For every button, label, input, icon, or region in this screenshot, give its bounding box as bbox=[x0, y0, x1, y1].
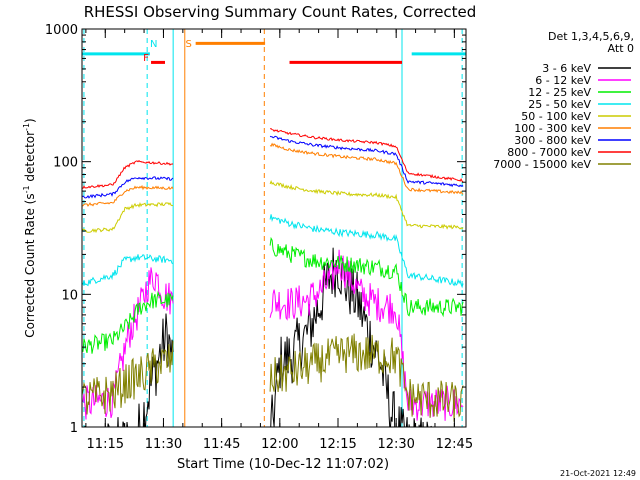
series-line bbox=[270, 247, 432, 427]
x-tick-label: 12:45 bbox=[436, 437, 473, 452]
x-tick-label: 12:30 bbox=[377, 437, 414, 452]
legend-entry-label: 7000 - 15000 keV bbox=[493, 158, 591, 171]
series-line bbox=[82, 201, 174, 234]
x-tick-label: 12:15 bbox=[319, 437, 356, 452]
x-tick-label: 11:45 bbox=[203, 437, 240, 452]
legend-entry-label: 3 - 6 keV bbox=[542, 62, 591, 75]
flag-label: F bbox=[143, 53, 149, 64]
x-tick-label: 12:00 bbox=[261, 437, 298, 452]
y-tick-label: 1000 bbox=[45, 23, 78, 38]
legend-header-line1: Det 1,3,4,5,6,9, bbox=[548, 30, 634, 43]
flag-label: S bbox=[185, 39, 191, 50]
legend-entry-label: 12 - 25 keV bbox=[528, 86, 591, 99]
series-line bbox=[84, 313, 174, 427]
series-line bbox=[82, 254, 174, 287]
series-line bbox=[82, 267, 174, 420]
series-line bbox=[82, 184, 174, 207]
series-line bbox=[269, 333, 464, 422]
legend-header-line2: Att 0 bbox=[608, 42, 634, 55]
y-tick-label: 1 bbox=[70, 421, 78, 436]
x-tick-label: 11:15 bbox=[87, 437, 124, 452]
series-line bbox=[82, 160, 174, 189]
chart-title: RHESSI Observing Summary Count Rates, Co… bbox=[84, 3, 477, 21]
y-tick-label: 10 bbox=[61, 288, 78, 303]
series-line bbox=[82, 176, 174, 199]
axes: 1 10 100 1000 11:15 11:30 11:45 12:00 12:15 12:30… bbox=[45, 23, 473, 452]
legend-entry-label: 100 - 300 keV bbox=[514, 122, 591, 135]
series-line bbox=[269, 214, 464, 289]
y-tick-label: 100 bbox=[53, 156, 78, 171]
series-line bbox=[82, 340, 174, 415]
plot-frame bbox=[81, 28, 467, 428]
series-line bbox=[269, 135, 464, 188]
y-axis-label: Corrected Count Rate (s-1 detector-1) bbox=[22, 118, 37, 337]
flag-label: N bbox=[150, 39, 157, 50]
legend-entry-label: 300 - 800 keV bbox=[514, 134, 591, 147]
x-tick-label: 11:30 bbox=[145, 437, 182, 452]
footer-date: 21-Oct-2021 12:49 bbox=[560, 469, 636, 478]
series-line bbox=[269, 180, 464, 230]
plot-area: NF S bbox=[82, 29, 466, 427]
legend-entry-label: 50 - 100 keV bbox=[521, 110, 591, 123]
series-line bbox=[270, 128, 464, 182]
series-line bbox=[269, 249, 464, 421]
legend-entry-label: 800 - 7000 keV bbox=[507, 146, 591, 159]
series-line bbox=[269, 142, 464, 195]
legend-entry-label: 25 - 50 keV bbox=[528, 98, 591, 111]
series-line bbox=[82, 290, 174, 354]
series-line bbox=[269, 236, 464, 318]
legend-entry-label: 6 - 12 keV bbox=[535, 74, 591, 87]
x-axis-label: Start Time (10-Dec-12 11:07:02) bbox=[177, 457, 389, 472]
